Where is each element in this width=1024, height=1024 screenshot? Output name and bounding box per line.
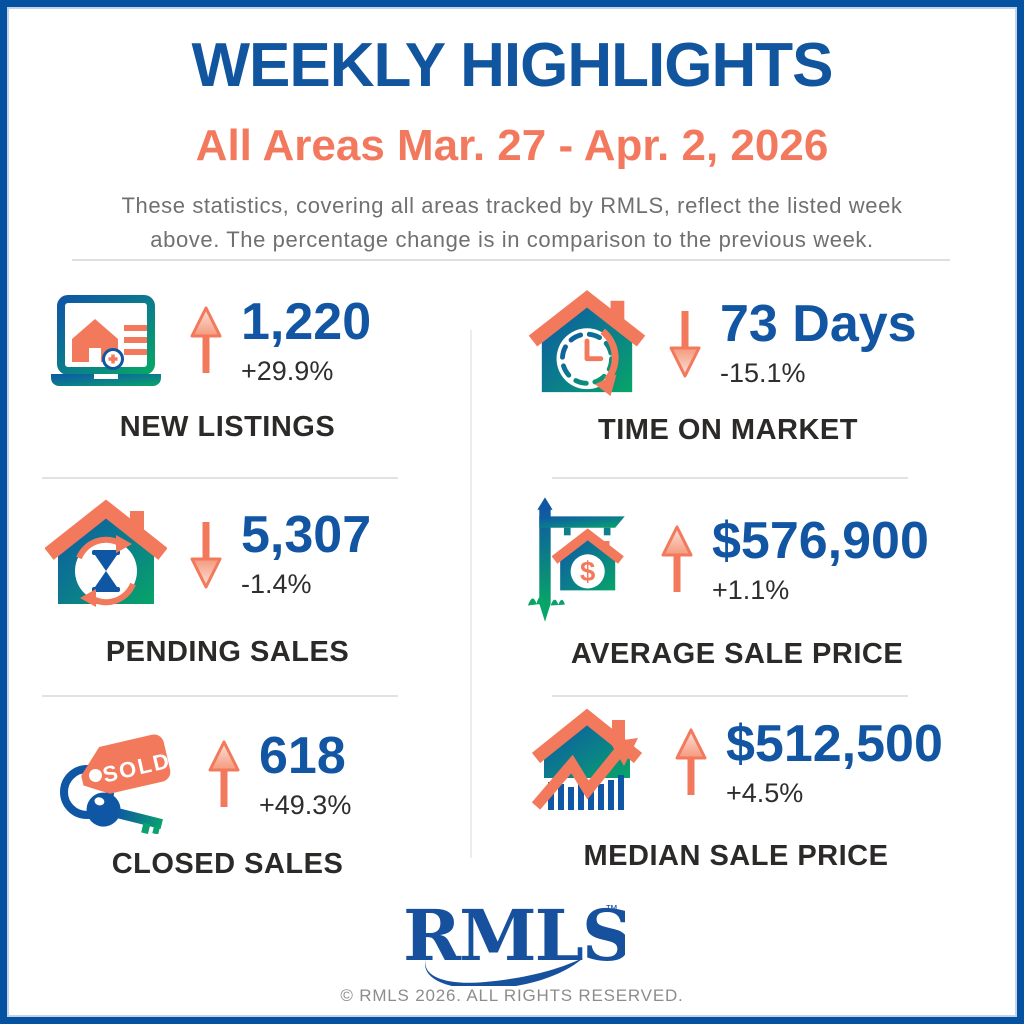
down-arrow-icon	[190, 522, 222, 589]
copyright-text: © RMLS 2026. ALL RIGHTS RESERVED.	[340, 986, 684, 1005]
down-arrow-icon	[669, 311, 701, 378]
up-arrow-icon	[190, 306, 222, 373]
stat-time-on-market: 73 Days -15.1% TIME ON MARKET	[528, 288, 928, 447]
stat-change: -15.1%	[720, 357, 806, 388]
stat-pending-sales: 5,307 -1.4% PENDING SALES	[45, 498, 410, 669]
house-hourglass-icon	[45, 499, 167, 607]
stat-change: +4.5%	[726, 777, 804, 808]
up-arrow-icon	[675, 728, 707, 795]
rmls-logo: RMLS ™	[399, 894, 632, 991]
stat-value: 73 Days	[720, 294, 917, 353]
stat-value: 5,307	[241, 505, 372, 564]
column-divider	[470, 330, 472, 858]
row-divider	[42, 695, 398, 697]
description-line-2: above. The percentage change is in compa…	[150, 227, 874, 252]
stat-label: NEW LISTINGS	[119, 411, 336, 443]
header-divider	[72, 259, 950, 261]
stat-value: 618	[259, 726, 346, 785]
description-line-1: These statistics, covering all areas tra…	[121, 193, 903, 218]
stat-value: 1,220	[241, 292, 372, 351]
stat-change: +49.3%	[259, 789, 352, 820]
stat-closed-sales: SOLD 618 +49.3% CLOSED SALES	[45, 716, 410, 881]
up-arrow-icon	[208, 740, 240, 807]
page-subtitle: All Areas Mar. 27 - Apr. 2, 2026	[195, 121, 829, 170]
stat-change: +1.1%	[712, 574, 790, 605]
row-divider	[42, 477, 398, 479]
stat-label: MEDIAN SALE PRICE	[583, 840, 889, 872]
row-divider	[552, 477, 908, 479]
stat-new-listings: 1,220 +29.9% NEW LISTINGS	[45, 293, 410, 444]
stat-label: CLOSED SALES	[111, 848, 344, 880]
rmls-logo-text: RMLS	[403, 898, 625, 977]
dollar-sign-glyph: $	[580, 556, 595, 587]
stat-change: +29.9%	[241, 355, 334, 386]
laptop-house-icon	[51, 295, 161, 386]
house-chart-icon	[531, 708, 643, 810]
stat-median-sale-price: $512,500 +4.5% MEDIAN SALE PRICE	[524, 704, 948, 873]
stat-value: $512,500	[726, 714, 943, 773]
page-description: These statistics, covering all areas tra…	[42, 189, 982, 257]
trademark-symbol: ™	[605, 902, 618, 917]
up-arrow-icon	[661, 525, 693, 592]
page-title: WEEKLY HIGHLIGHTS	[191, 31, 834, 100]
stat-value: $576,900	[712, 511, 929, 570]
sold-tag-keys-icon: SOLD	[60, 734, 173, 834]
house-clock-icon	[528, 290, 646, 397]
stat-change: -1.4%	[241, 568, 312, 599]
stat-label: PENDING SALES	[105, 636, 350, 668]
stat-average-sale-price: $ $576,900 +1.1% AVERAGE SALE PRICE	[526, 492, 948, 671]
rmls-logo-swoosh	[425, 956, 583, 990]
row-divider	[552, 695, 908, 697]
stat-label: TIME ON MARKET	[598, 414, 858, 446]
stat-label: AVERAGE SALE PRICE	[570, 638, 904, 670]
sale-sign-icon: $	[527, 497, 625, 622]
